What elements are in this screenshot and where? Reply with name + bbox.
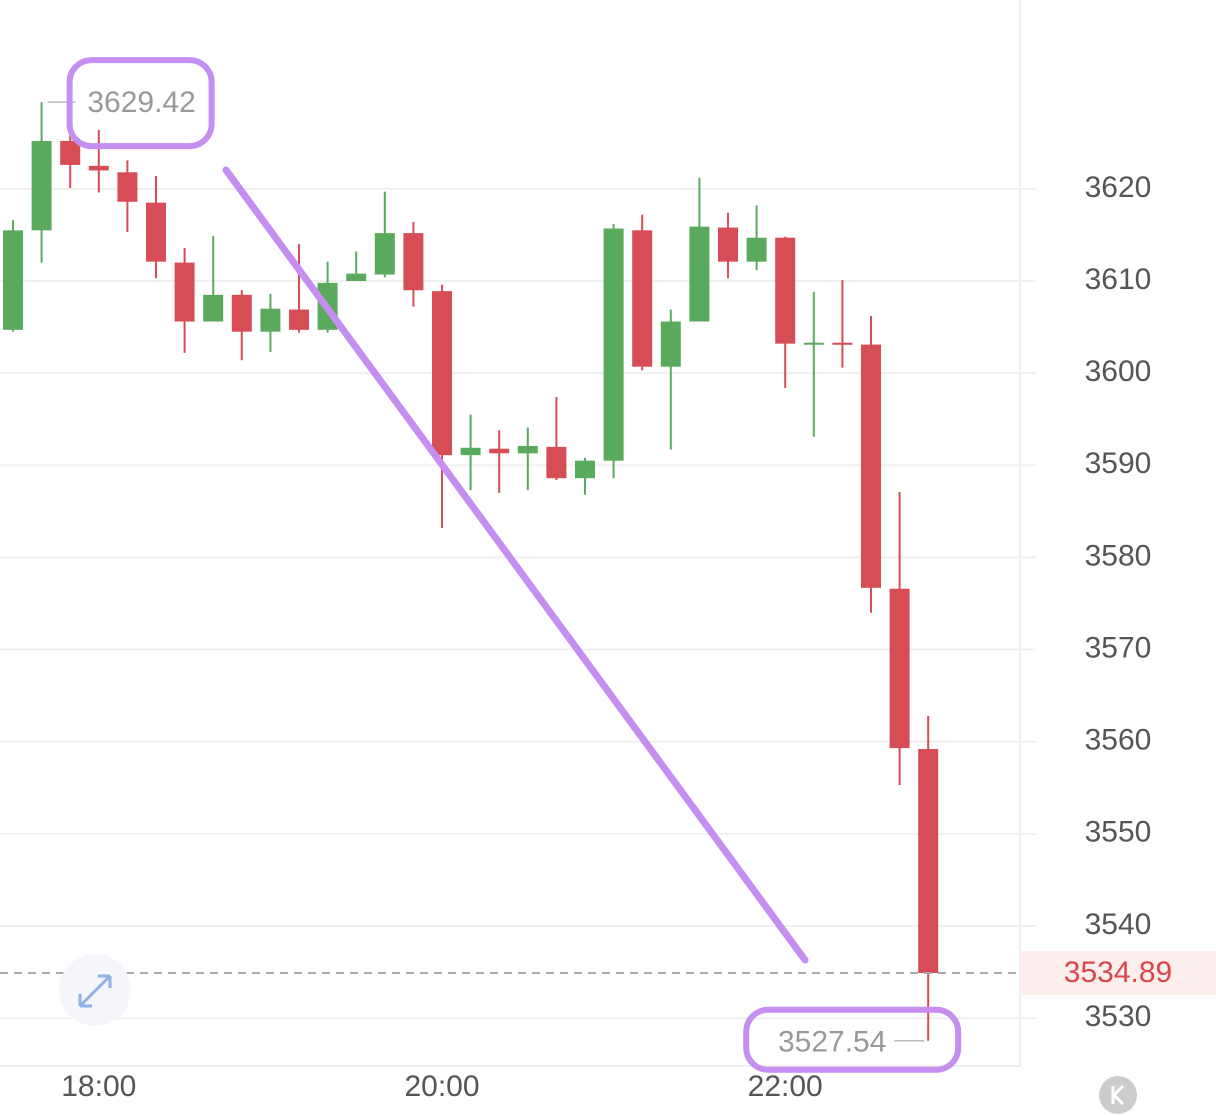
candle-body <box>289 309 309 330</box>
k-icon[interactable] <box>1099 1076 1137 1114</box>
candle-body <box>517 445 538 454</box>
candle-body <box>31 140 52 231</box>
candle-body <box>718 227 738 262</box>
last-price-bg <box>1020 951 1216 996</box>
k-bg <box>1099 1076 1137 1114</box>
y-tick-label: 3610 <box>1085 263 1152 296</box>
candle-body <box>3 230 23 330</box>
candle-body <box>260 308 281 332</box>
candle-body <box>374 233 395 275</box>
candle-body <box>460 447 481 456</box>
candle-body <box>88 165 109 171</box>
candle-body <box>832 342 853 345</box>
candle-body <box>575 460 595 479</box>
y-tick-label: 3540 <box>1085 908 1152 941</box>
plot <box>0 102 1036 1041</box>
candle-body <box>60 140 81 165</box>
candle-body <box>489 448 510 454</box>
candle-body <box>146 202 166 262</box>
candle-body <box>346 273 367 282</box>
candle-body <box>231 294 252 332</box>
candle-body <box>746 237 767 262</box>
high-highlight <box>66 57 215 150</box>
candle-body <box>775 237 796 344</box>
candle-body <box>117 172 138 202</box>
x-tick-label: 18:00 <box>61 1070 136 1103</box>
y-tick-label: 3550 <box>1085 816 1152 849</box>
candle-body <box>889 588 910 749</box>
candle-body <box>603 228 624 461</box>
y-tick-label: 3600 <box>1085 355 1152 388</box>
expand-icon[interactable] <box>59 954 131 1026</box>
candle-body <box>432 291 452 456</box>
low-highlight <box>743 1006 962 1073</box>
y-tick-label: 3530 <box>1085 1000 1152 1033</box>
candle-body <box>174 262 195 322</box>
y-tick-label: 3580 <box>1085 539 1152 572</box>
candle-body <box>403 233 424 291</box>
candle-body <box>861 344 881 588</box>
low-label: 3527.54 <box>778 1026 886 1059</box>
y-tick-label: 3620 <box>1085 171 1152 204</box>
y-tick-label: 3570 <box>1085 631 1152 664</box>
candle-body <box>803 342 824 345</box>
last-price-label: 3534.89 <box>1064 956 1172 989</box>
candle-body <box>689 226 710 322</box>
candle-body <box>660 321 681 367</box>
trend-line <box>222 166 809 964</box>
x-tick-label: 22:00 <box>748 1070 823 1103</box>
k-glyph <box>1111 1084 1125 1106</box>
expand-arrows <box>78 974 112 1008</box>
y-tick-label: 3560 <box>1085 724 1152 757</box>
candle-body <box>546 446 567 479</box>
x-tick-label: 20:00 <box>404 1070 479 1103</box>
candle-body <box>632 230 653 367</box>
candle-body <box>203 294 224 322</box>
candle-body <box>918 749 939 974</box>
high-label: 3629.42 <box>87 86 195 119</box>
y-tick-label: 3590 <box>1085 447 1152 480</box>
